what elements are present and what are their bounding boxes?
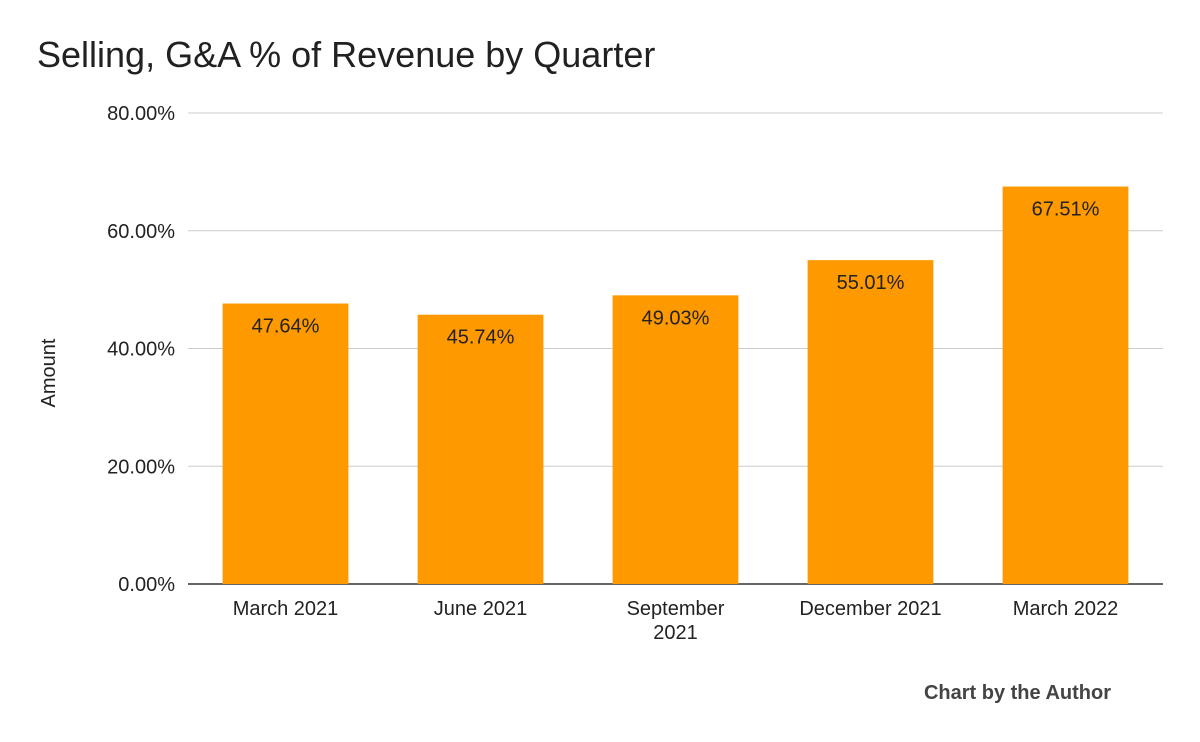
y-tick-label: 40.00% xyxy=(107,339,175,361)
bar xyxy=(807,260,934,584)
x-tick-label: March 2021 xyxy=(233,598,339,620)
bar xyxy=(417,314,544,584)
y-tick-label: 0.00% xyxy=(118,574,175,596)
bar xyxy=(222,303,349,584)
x-tick-label: September 2021 xyxy=(627,598,725,644)
y-tick-label: 20.00% xyxy=(107,456,175,478)
chart-credit: Chart by the Author xyxy=(924,682,1111,704)
y-axis-ticks: 0.00% 20.00% 40.00% 60.00% 80.00% xyxy=(107,103,175,596)
x-tick-label: June 2021 xyxy=(434,598,527,620)
data-label: 49.03% xyxy=(642,307,710,329)
y-axis-label: Amount xyxy=(38,338,60,407)
y-tick-label: 80.00% xyxy=(107,103,175,125)
x-tick-label: March 2022 xyxy=(1013,598,1119,620)
bars xyxy=(222,186,1129,584)
chart-title: Selling, G&A % of Revenue by Quarter xyxy=(37,34,655,75)
x-tick-label: December 2021 xyxy=(799,598,941,620)
bar xyxy=(612,295,739,584)
bar xyxy=(1002,186,1129,584)
data-label: 67.51% xyxy=(1032,199,1100,221)
data-label: 45.74% xyxy=(447,327,515,349)
x-axis-ticks: March 2021 June 2021 September 2021 December… xyxy=(233,598,1119,644)
data-label: 47.64% xyxy=(252,316,320,338)
data-labels: 47.64% 45.74% 49.03% 55.01% 67.51% xyxy=(252,199,1100,349)
y-tick-label: 60.00% xyxy=(107,221,175,243)
data-label: 55.01% xyxy=(837,272,905,294)
